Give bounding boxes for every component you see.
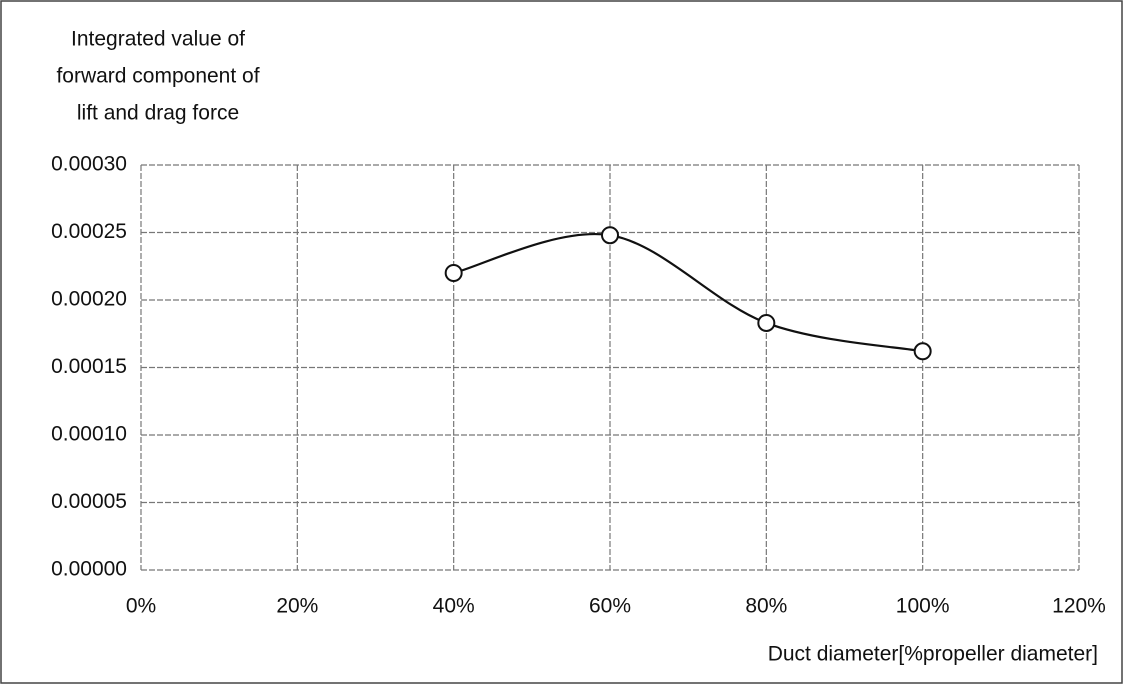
y-tick-label: 0.00015 [51, 355, 127, 378]
y-tick-label: 0.00025 [51, 220, 127, 243]
x-tick-label: 80% [745, 595, 787, 618]
y-tick-label: 0.00000 [51, 558, 127, 581]
y-tick-label: 0.00005 [51, 490, 127, 513]
y-tick-label: 0.00020 [51, 288, 127, 311]
x-tick-label: 20% [276, 595, 318, 618]
x-tick-label: 60% [589, 595, 631, 618]
x-tick-label: 40% [433, 595, 475, 618]
x-tick-label: 0% [126, 595, 156, 618]
x-tick-label: 120% [1052, 595, 1106, 618]
y-tick-label: 0.00030 [51, 153, 127, 176]
y-axis-label: lift and drag force [77, 102, 239, 125]
y-axis-label: forward component of [56, 65, 259, 88]
x-tick-label: 100% [896, 595, 950, 618]
line [453, 232, 923, 353]
point-marker [444, 264, 463, 282]
y-tick-label: 0.00010 [51, 423, 127, 446]
point-marker [601, 226, 619, 245]
point-marker [757, 313, 776, 332]
y-axis-label: Integrated value of [71, 28, 245, 51]
x-axis-label: Duct diameter[%propeller diameter] [768, 643, 1098, 666]
point-marker [913, 342, 932, 361]
